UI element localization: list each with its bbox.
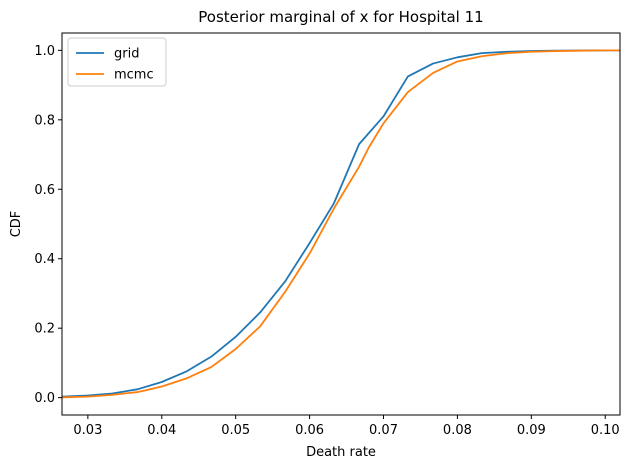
y-tick-label: 0.4 — [34, 252, 55, 267]
axes-frame — [61, 32, 621, 416]
plot-area — [61, 32, 621, 416]
y-tick-label: 0.2 — [34, 322, 55, 337]
x-tick-label: 0.10 — [591, 423, 620, 438]
chart-title: Posterior marginal of x for Hospital 11 — [198, 8, 483, 26]
y-tick-label: 0.8 — [34, 113, 55, 128]
y-axis-label: CDF — [9, 211, 24, 238]
y-tick-label: 1.0 — [34, 44, 55, 59]
legend: grid mcmc — [67, 37, 167, 87]
legend-label-mcmc: mcmc — [114, 68, 154, 83]
x-tick-label: 0.03 — [73, 423, 102, 438]
x-tick-label: 0.08 — [443, 423, 472, 438]
x-tick-label: 0.05 — [221, 423, 250, 438]
y-axis-ticks: 0.0 0.2 0.4 0.6 0.8 1.0 — [34, 44, 62, 406]
series-layer — [62, 49, 620, 399]
x-tick-label: 0.09 — [517, 423, 546, 438]
y-tick-label: 0.6 — [34, 183, 55, 198]
x-tick-label: 0.06 — [295, 423, 324, 438]
x-tick-label: 0.07 — [369, 423, 398, 438]
series-line-mcmc — [62, 49, 620, 399]
y-tick-label: 0.0 — [34, 391, 55, 406]
x-tick-label: 0.04 — [147, 423, 176, 438]
x-axis-ticks: 0.03 0.04 0.05 0.06 0.07 0.08 0.09 0.10 — [73, 415, 620, 438]
x-axis-label: Death rate — [306, 445, 376, 460]
legend-label-grid: grid — [114, 47, 139, 62]
